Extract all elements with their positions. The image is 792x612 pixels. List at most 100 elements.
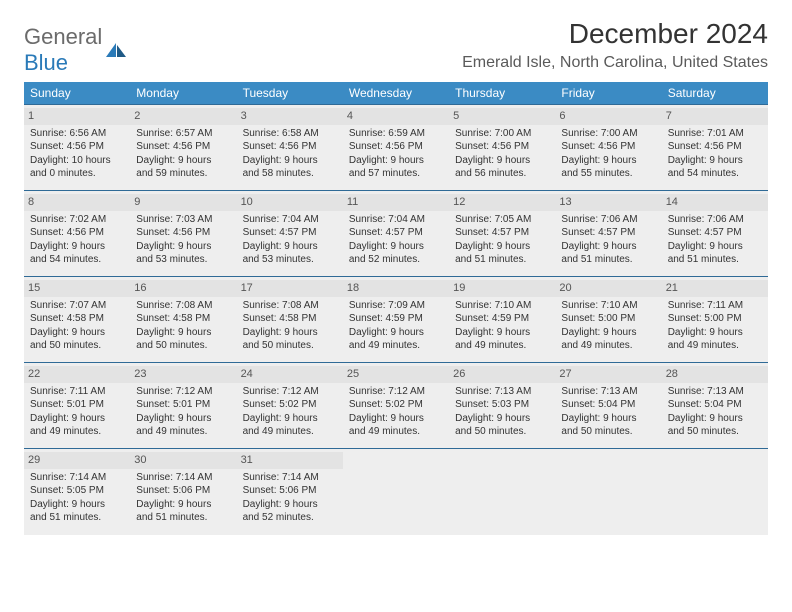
daylight-line: Daylight: 9 hours and 49 minutes. <box>561 326 655 353</box>
sunset-line: Sunset: 4:56 PM <box>243 140 337 154</box>
day-number: 20 <box>555 280 661 297</box>
daylight-line: Daylight: 9 hours and 58 minutes. <box>243 154 337 181</box>
day-number: 19 <box>449 280 555 297</box>
daylight-line: Daylight: 9 hours and 52 minutes. <box>349 240 443 267</box>
calendar-day-cell: 30Sunrise: 7:14 AMSunset: 5:06 PMDayligh… <box>130 449 236 535</box>
weekday-header: Tuesday <box>237 82 343 105</box>
logo-word-2: Blue <box>24 50 68 75</box>
sunrise-line: Sunrise: 7:14 AM <box>30 471 124 485</box>
calendar-day-cell: 14Sunrise: 7:06 AMSunset: 4:57 PMDayligh… <box>662 191 768 277</box>
day-number: 29 <box>24 452 130 469</box>
sunrise-line: Sunrise: 7:06 AM <box>668 213 762 227</box>
daylight-line: Daylight: 9 hours and 53 minutes. <box>243 240 337 267</box>
daylight-line: Daylight: 9 hours and 50 minutes. <box>561 412 655 439</box>
daylight-line: Daylight: 9 hours and 51 minutes. <box>136 498 230 525</box>
sunrise-line: Sunrise: 7:13 AM <box>561 385 655 399</box>
day-number: 8 <box>24 194 130 211</box>
daylight-line: Daylight: 9 hours and 56 minutes. <box>455 154 549 181</box>
sunset-line: Sunset: 5:03 PM <box>455 398 549 412</box>
daylight-line: Daylight: 9 hours and 53 minutes. <box>136 240 230 267</box>
sunset-line: Sunset: 4:58 PM <box>136 312 230 326</box>
sunrise-line: Sunrise: 7:07 AM <box>30 299 124 313</box>
sunrise-line: Sunrise: 7:00 AM <box>455 127 549 141</box>
sunset-line: Sunset: 5:06 PM <box>136 484 230 498</box>
daylight-line: Daylight: 9 hours and 51 minutes. <box>561 240 655 267</box>
logo-sail-icon <box>106 43 126 57</box>
sunset-line: Sunset: 4:57 PM <box>455 226 549 240</box>
calendar-day-cell: 23Sunrise: 7:12 AMSunset: 5:01 PMDayligh… <box>130 363 236 449</box>
logo: General Blue <box>24 18 126 76</box>
logo-word-1: General <box>24 24 102 49</box>
sunrise-line: Sunrise: 7:10 AM <box>561 299 655 313</box>
sunrise-line: Sunrise: 7:09 AM <box>349 299 443 313</box>
day-number: 1 <box>24 108 130 125</box>
sunset-line: Sunset: 4:57 PM <box>349 226 443 240</box>
calendar-day-cell: 22Sunrise: 7:11 AMSunset: 5:01 PMDayligh… <box>24 363 130 449</box>
location: Emerald Isle, North Carolina, United Sta… <box>462 54 768 72</box>
day-number: 27 <box>555 366 661 383</box>
sunset-line: Sunset: 4:56 PM <box>30 140 124 154</box>
daylight-line: Daylight: 9 hours and 50 minutes. <box>136 326 230 353</box>
sunrise-line: Sunrise: 7:08 AM <box>136 299 230 313</box>
day-number: 9 <box>130 194 236 211</box>
sunset-line: Sunset: 4:57 PM <box>561 226 655 240</box>
daylight-line: Daylight: 9 hours and 50 minutes. <box>455 412 549 439</box>
calendar-day-cell: 26 Sunrise: 7:13 AMSunset: 5:03 PMDayligh… <box>449 363 555 449</box>
calendar-header-row: SundayMondayTuesdayWednesdayThursdayFrid… <box>24 82 768 105</box>
sunset-line: Sunset: 4:56 PM <box>136 140 230 154</box>
calendar-day-cell: 8Sunrise: 7:02 AMSunset: 4:56 PMDaylight… <box>24 191 130 277</box>
daylight-line: Daylight: 10 hours and 0 minutes. <box>30 154 124 181</box>
sunrise-line: Sunrise: 7:11 AM <box>668 299 762 313</box>
day-number: 12 <box>449 194 555 211</box>
day-number: 2 <box>130 108 236 125</box>
sunset-line: Sunset: 5:06 PM <box>243 484 337 498</box>
calendar-day-cell: 11Sunrise: 7:04 AMSunset: 4:57 PMDayligh… <box>343 191 449 277</box>
weekday-header: Wednesday <box>343 82 449 105</box>
calendar-day-cell: 2Sunrise: 6:57 AMSunset: 4:56 PMDaylight… <box>130 105 236 191</box>
sunset-line: Sunset: 5:00 PM <box>561 312 655 326</box>
calendar-day-cell: 10Sunrise: 7:04 AMSunset: 4:57 PMDayligh… <box>237 191 343 277</box>
calendar-day-cell: 28Sunrise: 7:13 AMSunset: 5:04 PMDayligh… <box>662 363 768 449</box>
title-block: December 2024 Emerald Isle, North Caroli… <box>462 18 768 72</box>
weekday-header: Monday <box>130 82 236 105</box>
calendar-day-cell: 25Sunrise: 7:12 AMSunset: 5:02 PMDayligh… <box>343 363 449 449</box>
daylight-line: Daylight: 9 hours and 49 minutes. <box>30 412 124 439</box>
daylight-line: Daylight: 9 hours and 50 minutes. <box>30 326 124 353</box>
calendar-day-cell: 31Sunrise: 7:14 AMSunset: 5:06 PMDayligh… <box>237 449 343 535</box>
sunset-line: Sunset: 5:02 PM <box>243 398 337 412</box>
weekday-header: Thursday <box>449 82 555 105</box>
sunset-line: Sunset: 4:56 PM <box>455 140 549 154</box>
calendar-week-row: 15Sunrise: 7:07 AMSunset: 4:58 PMDayligh… <box>24 277 768 363</box>
weekday-header: Sunday <box>24 82 130 105</box>
header: General Blue December 2024 Emerald Isle,… <box>24 18 768 76</box>
sunrise-line: Sunrise: 7:13 AM <box>455 385 549 399</box>
calendar-day-cell: 15Sunrise: 7:07 AMSunset: 4:58 PMDayligh… <box>24 277 130 363</box>
sunset-line: Sunset: 4:56 PM <box>668 140 762 154</box>
daylight-line: Daylight: 9 hours and 55 minutes. <box>561 154 655 181</box>
sunrise-line: Sunrise: 7:14 AM <box>136 471 230 485</box>
daylight-line: Daylight: 9 hours and 51 minutes. <box>30 498 124 525</box>
day-number: 24 <box>237 366 343 383</box>
day-number: 10 <box>237 194 343 211</box>
sunset-line: Sunset: 5:01 PM <box>30 398 124 412</box>
calendar-day-cell: 3Sunrise: 6:58 AMSunset: 4:56 PMDaylight… <box>237 105 343 191</box>
sunset-line: Sunset: 4:59 PM <box>349 312 443 326</box>
calendar-day-cell: 20 Sunrise: 7:10 AMSunset: 5:00 PMDayligh… <box>555 277 661 363</box>
calendar-day-cell: 29Sunrise: 7:14 AMSunset: 5:05 PMDayligh… <box>24 449 130 535</box>
calendar-day-cell: . <box>555 449 661 535</box>
calendar-week-row: 29Sunrise: 7:14 AMSunset: 5:05 PMDayligh… <box>24 449 768 535</box>
calendar-day-cell: 24Sunrise: 7:12 AMSunset: 5:02 PMDayligh… <box>237 363 343 449</box>
calendar-day-cell: 1Sunrise: 6:56 AMSunset: 4:56 PMDaylight… <box>24 105 130 191</box>
daylight-line: Daylight: 9 hours and 54 minutes. <box>30 240 124 267</box>
day-number: 5 <box>449 108 555 125</box>
calendar-week-row: 1Sunrise: 6:56 AMSunset: 4:56 PMDaylight… <box>24 105 768 191</box>
day-number: 26 <box>449 366 555 383</box>
calendar-day-cell: 18Sunrise: 7:09 AMSunset: 4:59 PMDayligh… <box>343 277 449 363</box>
calendar-day-cell: 17Sunrise: 7:08 AMSunset: 4:58 PMDayligh… <box>237 277 343 363</box>
calendar-day-cell: . <box>662 449 768 535</box>
sunset-line: Sunset: 5:00 PM <box>668 312 762 326</box>
day-number: 25 <box>343 366 449 383</box>
day-number: 15 <box>24 280 130 297</box>
day-number: 11 <box>343 194 449 211</box>
calendar-day-cell: 7Sunrise: 7:01 AMSunset: 4:56 PMDaylight… <box>662 105 768 191</box>
